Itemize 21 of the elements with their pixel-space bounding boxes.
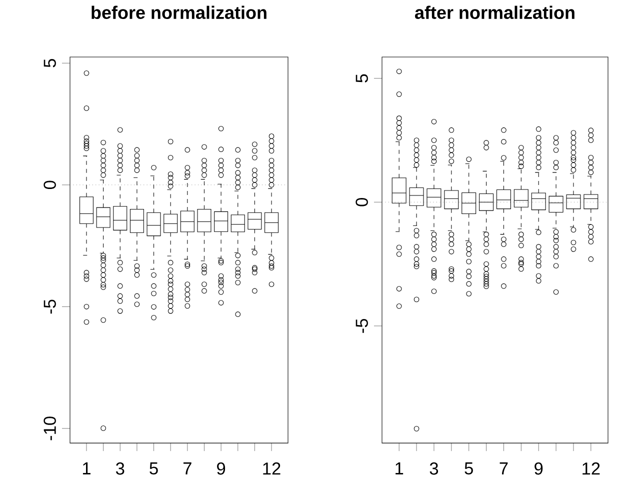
x-tick-label: 1	[82, 462, 90, 474]
y-tick-label: -5	[44, 300, 56, 314]
x-tick-label: 5	[150, 462, 158, 475]
chart-title: after normalization	[415, 6, 574, 19]
y-tick-label: 0	[356, 198, 368, 206]
y-tick-label: -10	[44, 416, 56, 440]
x-tick-label: 7	[500, 462, 508, 474]
x-tick-label: 12	[263, 462, 280, 475]
x-tick-label: 9	[534, 462, 543, 475]
x-tick-label: 3	[116, 462, 124, 475]
x-tick-label: 1	[396, 462, 404, 474]
x-tick-label: 3	[430, 462, 438, 475]
chart-title: before normalization	[92, 6, 266, 19]
x-tick-label: 12	[582, 462, 600, 475]
x-tick-label: 9	[217, 462, 226, 475]
y-tick-label: -5	[356, 318, 368, 333]
x-tick-label: 5	[464, 462, 473, 474]
x-tick-label: 7	[183, 462, 192, 474]
y-tick-label: 5	[44, 59, 56, 68]
y-tick-label: 0	[44, 180, 56, 190]
y-tick-label: 5	[356, 74, 368, 82]
